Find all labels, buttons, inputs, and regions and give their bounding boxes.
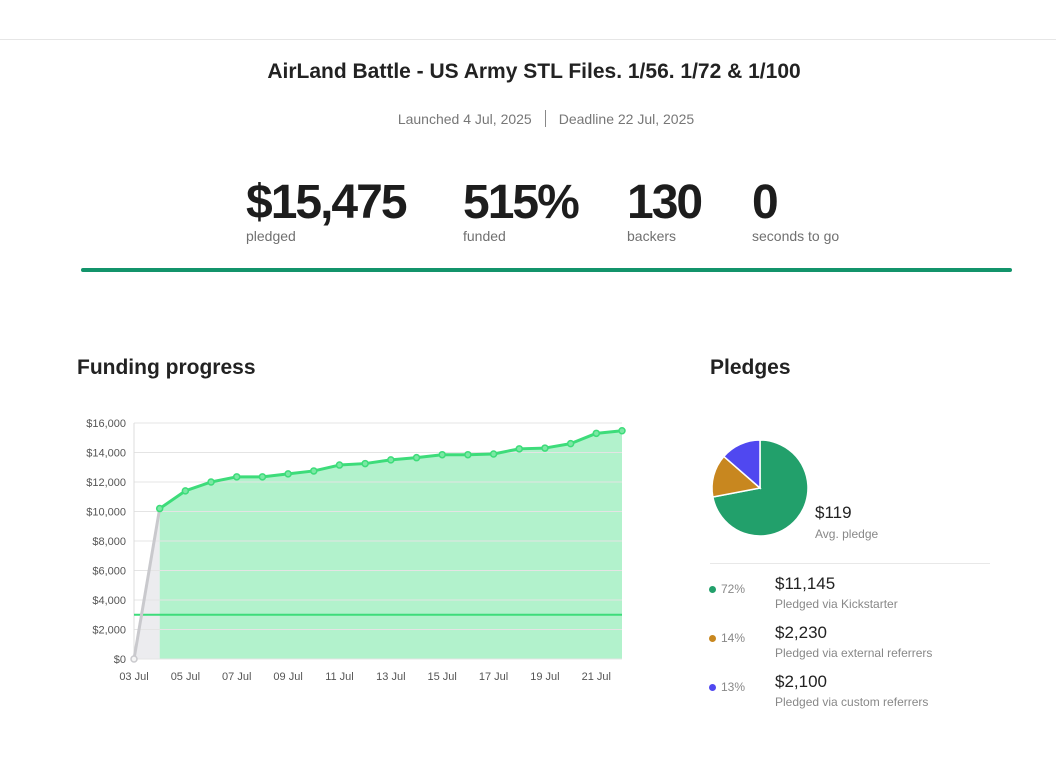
data-point <box>438 450 446 459</box>
x-tick-label: 15 Jul <box>428 671 457 683</box>
stat-pledged: $15,475 pledged <box>246 176 408 244</box>
y-tick-label: $14,000 <box>86 448 126 460</box>
stat-time-left: 0 seconds to go <box>752 176 839 244</box>
pledge-source-label: Pledged via Kickstarter <box>775 597 898 611</box>
data-point <box>207 478 215 486</box>
x-tick-label: 07 Jul <box>222 671 251 683</box>
data-point <box>387 456 395 464</box>
data-point <box>541 444 549 452</box>
data-point <box>489 450 498 458</box>
pledge-source-pct: 72% <box>721 582 746 596</box>
data-point <box>618 426 626 435</box>
pre-launch-area <box>134 508 160 659</box>
funding-progress-bar <box>81 268 1012 272</box>
data-point <box>284 470 292 478</box>
data-point <box>335 461 344 469</box>
x-tick-label: 21 Jul <box>582 671 611 683</box>
avg-pledge-label: Avg. pledge <box>815 527 879 541</box>
pledge-source-label: Pledged via external referrers <box>775 646 933 660</box>
x-tick-label: 17 Jul <box>479 671 508 683</box>
x-tick-label: 11 Jul <box>325 671 354 683</box>
data-point <box>592 429 601 438</box>
data-point <box>181 487 190 495</box>
pie-slice <box>722 439 761 490</box>
pledges-divider <box>710 563 990 564</box>
data-point <box>412 453 421 462</box>
pledge-source-label: Pledged via custom referrers <box>775 695 929 709</box>
date-separator <box>544 110 546 127</box>
launch-date: Launched 4 Jul, 2025 <box>397 111 532 127</box>
avg-pledge-value: $119 <box>815 503 852 522</box>
x-tick-label: 09 Jul <box>273 671 302 683</box>
stat-backers: 130 backers <box>627 176 703 244</box>
y-tick-label: $4,000 <box>92 595 126 607</box>
pre-launch-line <box>132 508 162 660</box>
pledge-source-amount: $2,100 <box>775 672 827 691</box>
x-tick-label: 13 Jul <box>376 671 405 683</box>
kickstarter-dot-icon <box>709 586 716 593</box>
data-point <box>515 445 524 453</box>
stat-backers-value: 130 <box>627 176 703 229</box>
x-tick-label: 03 Jul <box>119 671 148 683</box>
data-point <box>232 473 241 481</box>
pledge-source-pct: 14% <box>721 631 746 645</box>
y-tick-label: $8,000 <box>92 536 126 548</box>
stat-time-left-value: 0 <box>752 176 779 229</box>
funding-progress-chart: $0 $2,000 $4,000 $6,000 $8,000 $10,000 $12,000… <box>86 418 626 683</box>
y-tick-label: $12,000 <box>86 477 126 489</box>
project-dates: Launched 4 Jul, 2025 Deadline 22 Jul, 202… <box>0 110 1056 127</box>
external-dot-icon <box>709 635 716 642</box>
custom-dot-icon <box>709 684 716 691</box>
y-tick-label: $10,000 <box>86 507 126 519</box>
stat-funded: 515% funded <box>463 176 580 244</box>
data-point <box>130 655 138 663</box>
stat-time-left-label: seconds to go <box>752 228 840 244</box>
data-point <box>464 450 472 459</box>
data-point <box>310 467 318 475</box>
data-point <box>566 439 575 448</box>
pledge-source-amount: $11,145 <box>775 574 836 593</box>
funding-progress-title: Funding progress <box>77 356 256 379</box>
data-point <box>258 473 267 481</box>
y-tick-label: $0 <box>114 654 126 666</box>
top-divider <box>0 39 1056 40</box>
x-tick-label: 05 Jul <box>171 671 200 683</box>
project-title: AirLand Battle - US Army STL Files. 1/56… <box>267 60 801 83</box>
pledge-source-amount: $2,230 <box>775 623 827 642</box>
pledges-title: Pledges <box>710 356 791 379</box>
stat-backers-label: backers <box>627 228 677 244</box>
y-tick-label: $16,000 <box>86 418 126 430</box>
deadline-date: Deadline 22 Jul, 2025 <box>558 111 695 127</box>
stat-funded-label: funded <box>463 228 506 244</box>
y-tick-label: $2,000 <box>92 625 126 637</box>
stat-pledged-label: pledged <box>246 228 296 244</box>
stat-funded-value: 515% <box>463 176 580 229</box>
x-tick-label: 19 Jul <box>530 671 559 683</box>
stat-pledged-value: $15,475 <box>246 176 408 229</box>
data-point <box>361 459 369 468</box>
pledges-pie-chart <box>711 439 809 537</box>
funding-area <box>159 430 622 659</box>
y-tick-label: $6,000 <box>92 566 126 578</box>
data-point <box>155 504 164 513</box>
pledge-source-pct: 13% <box>721 680 746 694</box>
